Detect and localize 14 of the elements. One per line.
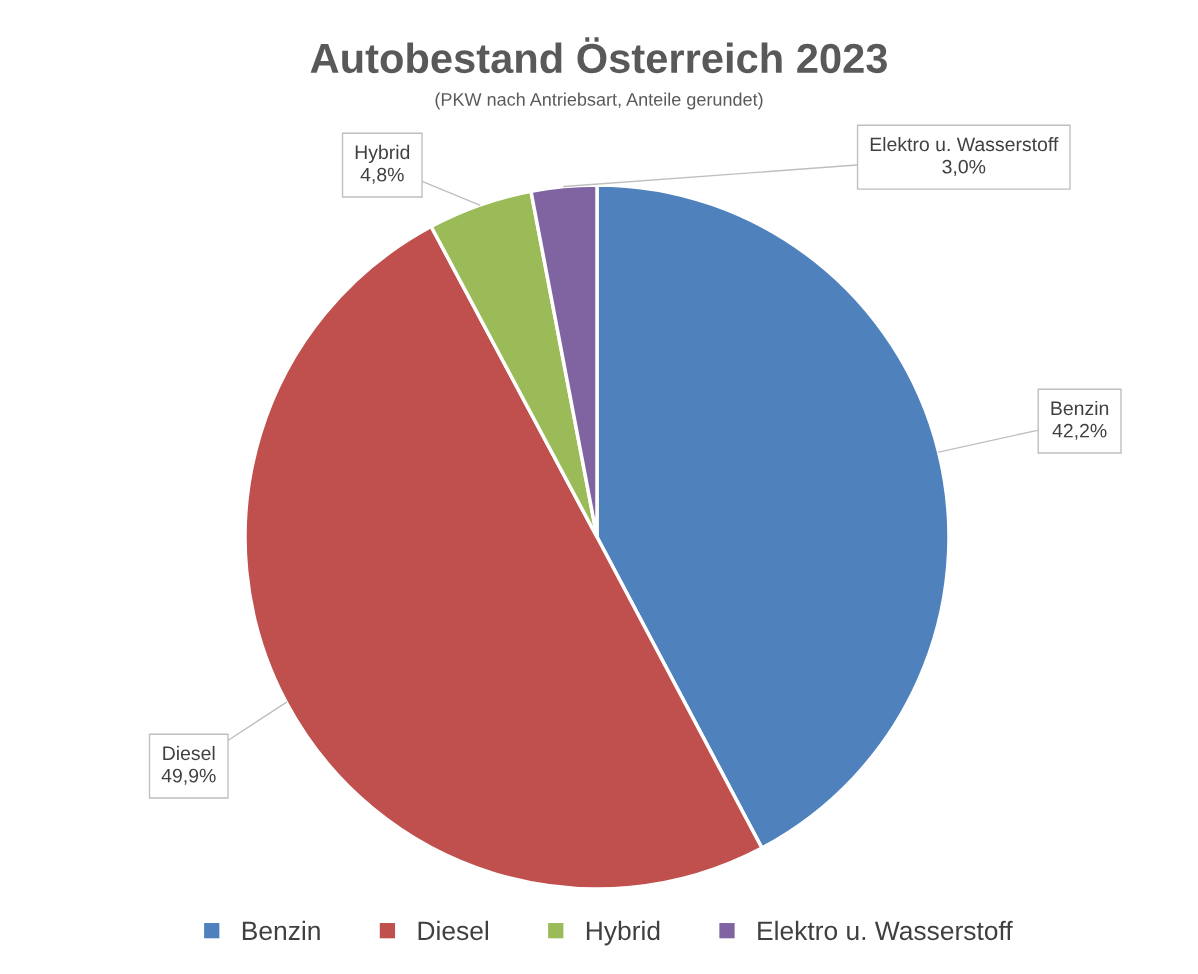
slice-label: Diesel	[163, 745, 215, 761]
data-label: 42,2%	[1052, 423, 1107, 440]
slice-label: Elektro u. Wasserstoff	[870, 136, 1059, 152]
legend-label: Benzin	[242, 920, 320, 941]
slice-label: Benzin	[1051, 400, 1109, 416]
legend-label: Elektro u. Wasserstoff	[758, 920, 1013, 941]
chart-subtitle: (PKW nach Antriebsart, Anteile gerundet)	[435, 92, 763, 110]
data-label: 3,0%	[942, 159, 986, 176]
data-label: 49,9%	[161, 768, 216, 785]
slice-label: Hybrid	[355, 144, 410, 163]
legend-label: Diesel	[418, 920, 489, 941]
chart-title: Autobestand Österreich 2023	[310, 37, 887, 74]
legend-label: Hybrid	[586, 920, 660, 946]
data-label: 4,8%	[360, 167, 404, 184]
